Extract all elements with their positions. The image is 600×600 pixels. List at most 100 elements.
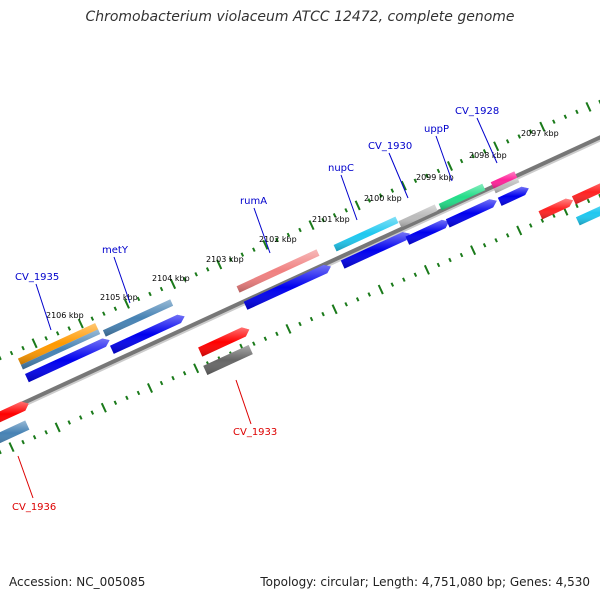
scale-label: 2104 kbp bbox=[152, 274, 190, 283]
cds-CV_1935-shade bbox=[25, 338, 110, 383]
outer-scale-tick bbox=[344, 208, 348, 213]
feature-uppP-shade bbox=[438, 183, 486, 211]
inner-scale-tick bbox=[44, 430, 48, 435]
cds-uppP-shade bbox=[445, 199, 497, 228]
inner-scale-tick bbox=[482, 242, 487, 248]
inner-scale-tick bbox=[505, 233, 510, 238]
outer-scale-tick bbox=[563, 114, 568, 120]
inner-scale-tick bbox=[448, 257, 452, 263]
inner-scale-tick bbox=[159, 380, 164, 386]
cds-CV_1930-shade bbox=[405, 219, 450, 245]
outer-scale-tick bbox=[332, 212, 337, 218]
outer-scale-tick bbox=[148, 291, 152, 297]
cds-rumA-shade bbox=[243, 264, 331, 310]
cds-CV_1928-shade bbox=[497, 186, 529, 206]
outer-scale-tick bbox=[413, 178, 418, 184]
inner-scale-tick bbox=[470, 245, 477, 256]
outer-scale-tick bbox=[102, 311, 106, 316]
scale-label: 2103 kbp bbox=[206, 255, 244, 264]
outer-scale-tick bbox=[539, 121, 546, 132]
feature-nupC-shade bbox=[333, 216, 399, 252]
scale-label: 2106 kbp bbox=[46, 311, 84, 320]
outer-scale-tick bbox=[447, 161, 453, 171]
feature-CV_1936-b-shade bbox=[0, 420, 30, 444]
leader-line bbox=[435, 135, 453, 182]
scale-label: 2102 kbp bbox=[259, 235, 297, 244]
inner-scale-tick bbox=[8, 442, 15, 453]
gene-label-metY: metY bbox=[102, 245, 129, 256]
outer-scale-tick bbox=[182, 276, 187, 282]
gene-label-rumA: rumA bbox=[240, 196, 267, 207]
outer-scale-tick bbox=[205, 267, 210, 272]
outer-scale-tick bbox=[575, 109, 579, 115]
feature-CV_1935-shade bbox=[17, 323, 99, 365]
outer-scale-tick bbox=[517, 134, 521, 139]
outer-scale-tick bbox=[55, 331, 60, 336]
feature-CV_1928-b-shade bbox=[493, 177, 520, 194]
leader-line bbox=[253, 207, 271, 254]
outer-scale-tick bbox=[229, 257, 233, 262]
inner-scale-tick bbox=[423, 264, 430, 275]
outer-scale-tick bbox=[159, 286, 164, 292]
gene-label-CV_1930: CV_1930 bbox=[368, 141, 412, 152]
backbone-line bbox=[0, 135, 600, 416]
feature-right-red-2-shade bbox=[571, 183, 600, 205]
feature-right-red-1-shade bbox=[538, 198, 574, 220]
outer-scale-tick bbox=[493, 141, 500, 152]
inner-scale-tick bbox=[586, 198, 591, 204]
inner-scale-tick bbox=[100, 402, 107, 413]
scale-label: 2101 kbp bbox=[312, 215, 350, 224]
outer-scale-tick bbox=[529, 129, 533, 134]
inner-scale-tick bbox=[309, 316, 314, 322]
gene-label-CV_1936: CV_1936 bbox=[12, 502, 56, 513]
outer-scale-tick bbox=[390, 188, 395, 193]
feature-metY-shade bbox=[102, 299, 174, 337]
inner-scale-tick bbox=[125, 395, 129, 401]
outer-scale-tick bbox=[170, 279, 177, 290]
leader-line bbox=[340, 174, 358, 221]
inner-scale-tick bbox=[367, 292, 371, 297]
inner-scale-tick bbox=[275, 331, 279, 337]
inner-scale-tick bbox=[182, 370, 187, 376]
inner-scale-tick bbox=[529, 223, 533, 228]
inner-scale-tick bbox=[90, 410, 95, 415]
inner-scale-tick bbox=[321, 311, 325, 317]
gene-label-CV_1933: CV_1933 bbox=[233, 427, 277, 438]
accession-label: Accession: NC_005085 bbox=[9, 575, 146, 589]
inner-scale-tick bbox=[285, 323, 292, 334]
outer-scale-tick bbox=[262, 239, 269, 250]
outer-scale-tick bbox=[367, 198, 371, 203]
label-layer: 2106 kbp 2105 kbp 2104 kbp 2103 kbp 2102 kbp… bbox=[12, 106, 559, 513]
inner-scale-tick bbox=[67, 420, 71, 425]
outer-scale-tick bbox=[216, 259, 223, 270]
inner-scale-tick bbox=[331, 304, 338, 315]
inner-scale-tick bbox=[575, 203, 579, 209]
outer-scale-tick bbox=[286, 232, 291, 238]
outer-scale-tick bbox=[0, 355, 2, 361]
feature-CV_1933-shade bbox=[198, 327, 250, 357]
inner-scale-tick bbox=[79, 415, 83, 420]
outer-scale-tick bbox=[77, 318, 84, 329]
outer-scale-tick bbox=[240, 252, 245, 257]
feature-CV_1928-shade bbox=[490, 171, 518, 189]
leader-line bbox=[17, 455, 34, 499]
feature-CV_1930-shade bbox=[398, 204, 438, 228]
inner-scale-tick bbox=[516, 225, 523, 236]
outer-scale-tick bbox=[252, 247, 256, 252]
inner-scale-tick bbox=[193, 363, 200, 374]
outer-scale-tick bbox=[379, 193, 383, 198]
scale-label: 2097 kbp bbox=[521, 129, 559, 138]
topology-label: Topology: circular; Length: 4,751,080 bp… bbox=[260, 575, 590, 589]
outer-scale-tick bbox=[321, 217, 325, 223]
feature-right-cyan-shade bbox=[575, 206, 600, 226]
feature-CV_1933-b-shade bbox=[203, 345, 253, 375]
cds-nupC-shade bbox=[340, 232, 410, 269]
gene-label-CV_1928: CV_1928 bbox=[455, 106, 499, 117]
outer-scale-tick bbox=[552, 119, 556, 124]
backbone bbox=[0, 135, 600, 419]
inner-scale-tick bbox=[32, 434, 37, 440]
inner-scale-tick bbox=[598, 193, 600, 199]
inner-scale-tick bbox=[413, 272, 418, 278]
